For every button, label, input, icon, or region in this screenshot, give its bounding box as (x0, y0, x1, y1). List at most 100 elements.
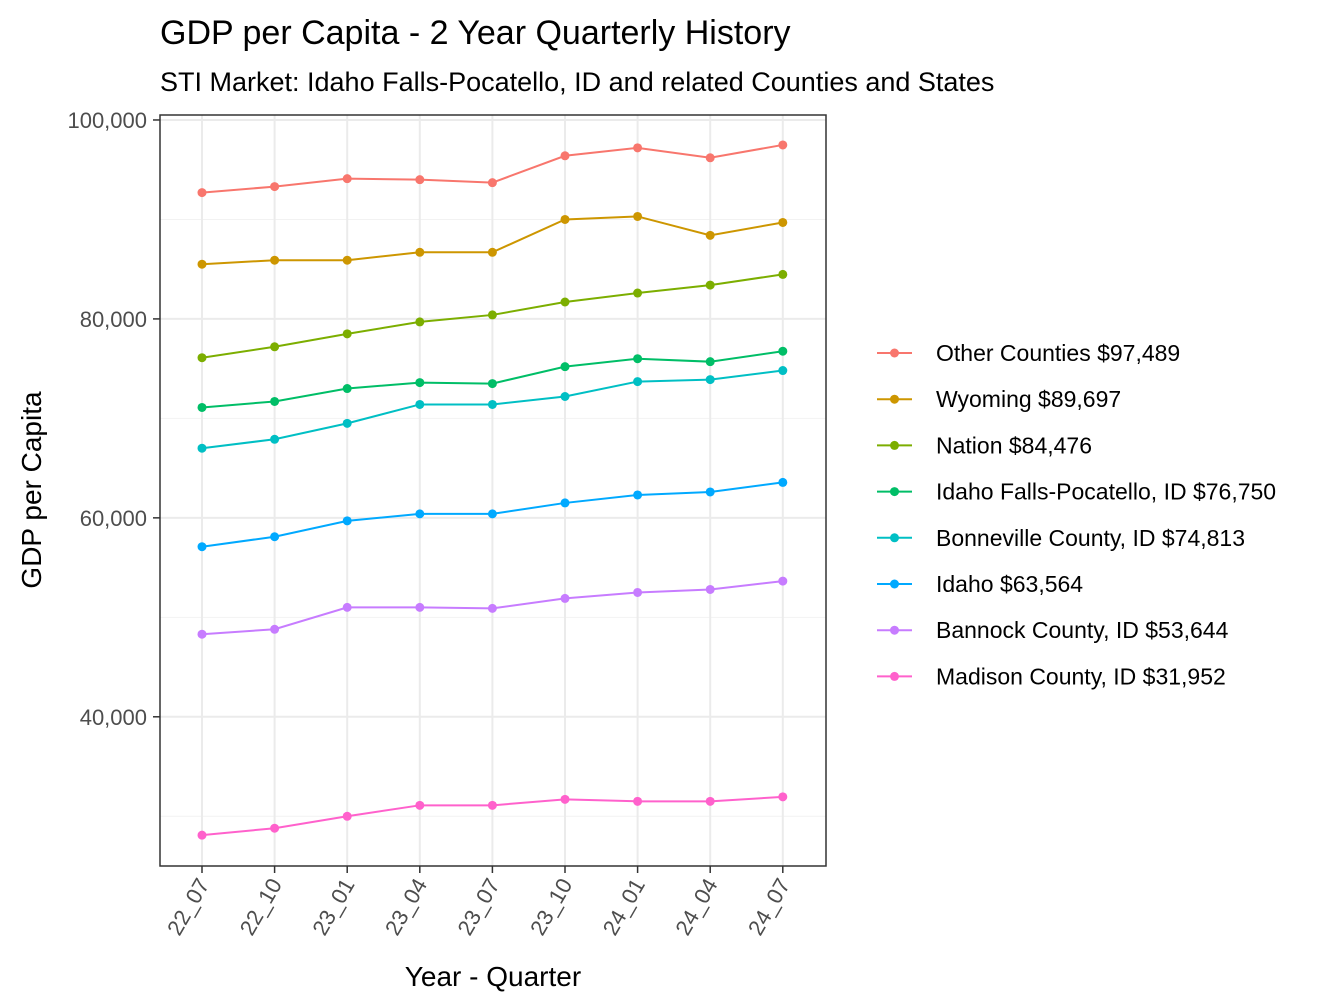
data-point (778, 576, 788, 586)
data-point (342, 329, 352, 339)
legend-item: Bonneville County, ID $74,813 (877, 525, 1245, 551)
data-point (342, 255, 352, 265)
data-point (270, 342, 280, 352)
data-point (342, 516, 352, 526)
data-point (197, 629, 207, 639)
data-point (270, 396, 280, 406)
data-point (778, 217, 788, 227)
legend-item: Other Counties $97,489 (877, 340, 1180, 366)
data-point (633, 143, 643, 153)
x-axis-title: Year - Quarter (405, 961, 581, 992)
data-point (415, 509, 425, 519)
data-point (270, 624, 280, 634)
legend-key-point (890, 533, 899, 543)
data-point (778, 792, 788, 802)
data-point (778, 140, 788, 150)
data-point (270, 182, 280, 192)
data-point (342, 811, 352, 821)
legend-label: Bannock County, ID $53,644 (936, 617, 1229, 643)
data-point (633, 288, 643, 298)
data-point (342, 174, 352, 184)
data-point (342, 384, 352, 394)
legend-label: Madison County, ID $31,952 (936, 663, 1226, 689)
data-point (197, 259, 207, 269)
data-point (560, 151, 570, 161)
y-axis: 40,000 60,000 80,000 100,000 (67, 108, 160, 730)
data-point (197, 353, 207, 363)
data-point (633, 354, 643, 364)
data-point (633, 587, 643, 597)
legend-label: Wyoming $89,697 (936, 386, 1121, 412)
chart-title: GDP per Capita - 2 Year Quarterly Histor… (160, 14, 791, 52)
data-point (487, 509, 497, 519)
data-point (270, 255, 280, 265)
series-points (197, 140, 788, 840)
legend-key-point (890, 394, 899, 404)
data-point (197, 402, 207, 412)
data-point (778, 269, 788, 279)
data-point (487, 800, 497, 810)
data-point (633, 377, 643, 387)
data-point (487, 178, 497, 188)
x-tick-label: 23_10 (525, 874, 577, 939)
legend-label: Idaho Falls-Pocatello, ID $76,750 (936, 479, 1276, 505)
legend-key-point (890, 671, 899, 681)
legend-key-point (890, 625, 899, 635)
data-point (633, 796, 643, 806)
data-point (705, 584, 715, 594)
data-point (197, 830, 207, 840)
data-point (487, 603, 497, 613)
data-point (487, 247, 497, 257)
legend-key-point (890, 579, 899, 589)
x-axis: 22_07 22_10 23_01 23_04 23_07 23_10 24_01 24_04… (162, 866, 795, 939)
legend-key-point (890, 440, 899, 450)
data-point (270, 532, 280, 542)
legend-label: Idaho $63,564 (936, 571, 1083, 597)
data-point (705, 796, 715, 806)
x-tick-label: 23_04 (380, 874, 432, 939)
chart-subtitle: STI Market: Idaho Falls-Pocatello, ID an… (160, 67, 994, 97)
x-tick-label: 22_07 (162, 874, 214, 939)
data-point (270, 434, 280, 444)
data-point (415, 602, 425, 612)
data-point (487, 399, 497, 409)
legend: Other Counties $97,489 Wyoming $89,697 Nat… (877, 340, 1276, 689)
data-point (633, 490, 643, 500)
x-tick-label: 22_10 (235, 874, 287, 939)
legend-item: Idaho Falls-Pocatello, ID $76,750 (877, 479, 1276, 505)
data-point (705, 153, 715, 163)
y-tick-label: 60,000 (80, 506, 147, 531)
data-point (415, 247, 425, 257)
data-point (778, 477, 788, 487)
data-point (197, 542, 207, 552)
y-tick-label: 80,000 (80, 307, 147, 332)
legend-item: Madison County, ID $31,952 (877, 663, 1226, 689)
x-tick-label: 24_07 (743, 874, 795, 939)
data-point (342, 602, 352, 612)
data-point (487, 379, 497, 389)
data-point (560, 297, 570, 307)
data-point (705, 230, 715, 240)
data-point (197, 443, 207, 453)
data-point (705, 375, 715, 385)
legend-item: Idaho $63,564 (877, 571, 1083, 597)
data-point (560, 392, 570, 402)
data-point (197, 188, 207, 198)
data-point (270, 823, 280, 833)
y-tick-label: 100,000 (67, 108, 147, 133)
data-point (342, 418, 352, 428)
data-point (778, 366, 788, 376)
data-point (560, 794, 570, 804)
data-point (415, 399, 425, 409)
legend-item: Wyoming $89,697 (877, 386, 1121, 412)
data-point (705, 487, 715, 497)
legend-item: Nation $84,476 (877, 432, 1092, 458)
data-point (633, 211, 643, 221)
data-point (560, 362, 570, 372)
legend-item: Bannock County, ID $53,644 (877, 617, 1229, 643)
x-tick-label: 23_01 (307, 874, 359, 939)
data-point (560, 593, 570, 603)
x-tick-label: 23_07 (452, 874, 504, 939)
data-point (705, 280, 715, 290)
